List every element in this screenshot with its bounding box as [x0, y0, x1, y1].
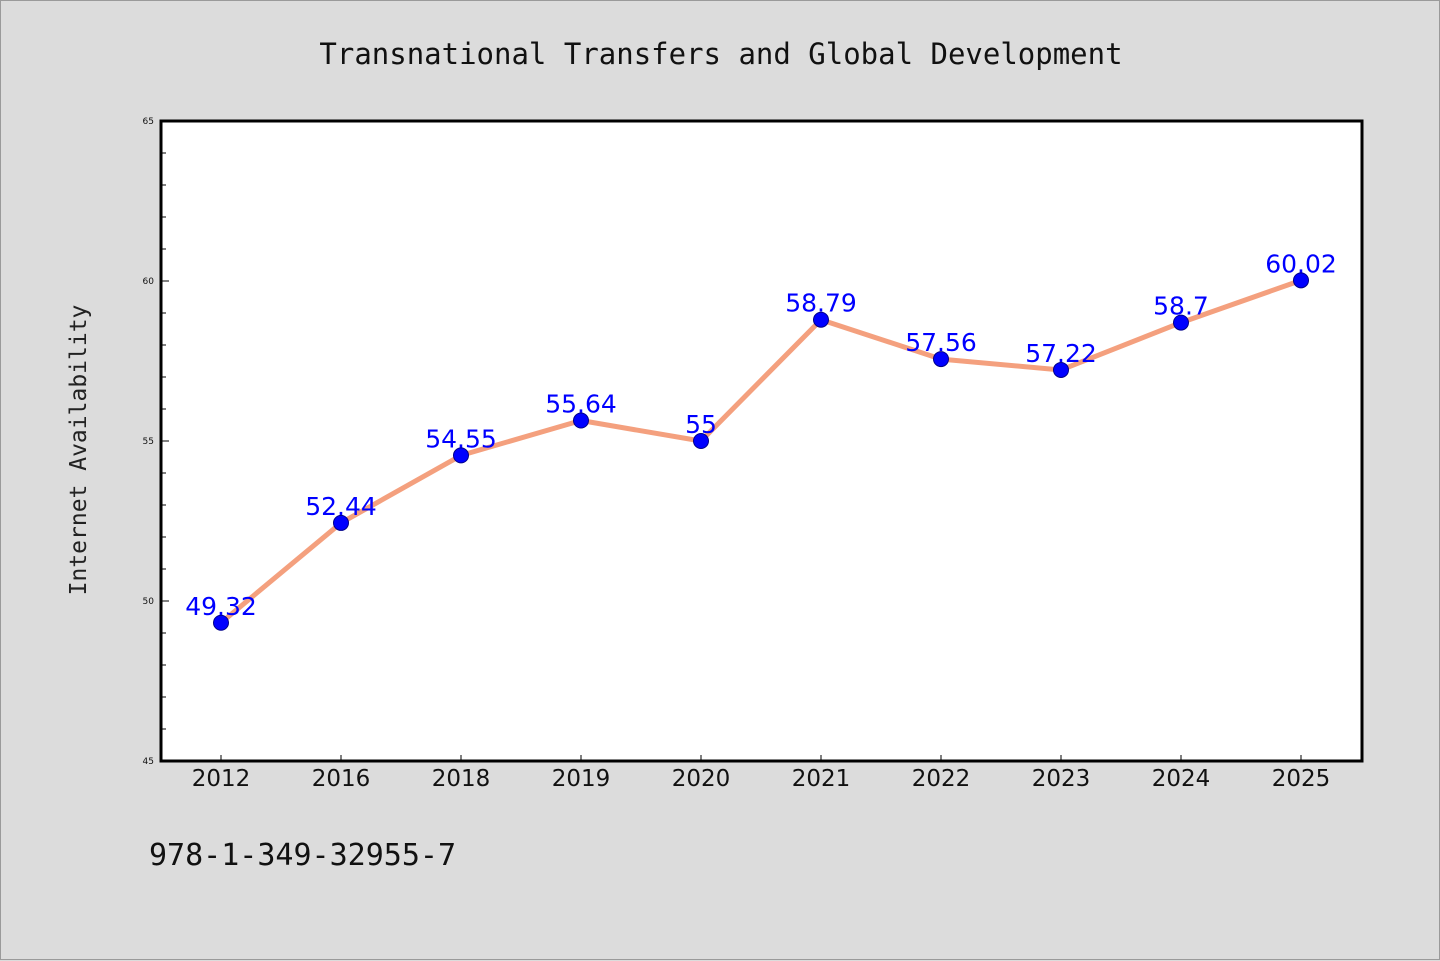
x-tick-label: 2019: [552, 766, 611, 792]
data-point: [213, 614, 229, 631]
x-tick-label: 2022: [912, 766, 971, 792]
data-label: 58.79: [785, 289, 857, 318]
x-tick-label: 2025: [1272, 766, 1331, 792]
data-point: [573, 412, 589, 429]
data-point: [1053, 361, 1069, 378]
chart-title: Transnational Transfers and Global Devel…: [319, 37, 1122, 71]
y-tick-label: 60: [143, 277, 155, 287]
plot-area: [159, 119, 1364, 763]
y-tick-label: 50: [143, 597, 155, 607]
series-group: 49.32 52.44 54.55 55.64 55 58.79 57.56 57.22 58.…: [185, 249, 1337, 631]
x-tick-label: 2021: [792, 766, 851, 792]
y-tick-label: 45: [143, 757, 154, 767]
data-label: 58.7: [1153, 292, 1209, 321]
data-label: 55.64: [545, 390, 617, 419]
y-axis-ticks: 45 50 55 60 65: [143, 117, 169, 767]
x-tick-label: 2016: [312, 766, 371, 792]
x-tick-label: 2024: [1152, 766, 1211, 792]
data-point: [1293, 272, 1309, 289]
data-point: [813, 311, 829, 328]
x-tick-label: 2018: [432, 766, 491, 792]
data-point: [693, 433, 709, 449]
data-label: 57.56: [905, 328, 977, 357]
data-label: 57.22: [1025, 339, 1097, 368]
data-point: [333, 514, 349, 531]
x-tick-label: 2023: [1032, 766, 1091, 792]
data-label: 60.02: [1265, 249, 1337, 278]
data-label: 54.55: [425, 424, 497, 453]
y-tick-label: 55: [143, 437, 154, 447]
data-point: [453, 447, 469, 464]
x-tick-label: 2020: [672, 766, 731, 792]
x-tick-label: 2012: [192, 766, 251, 792]
data-point: [933, 351, 949, 368]
data-label: 52.44: [305, 492, 377, 521]
x-axis-ticks: 2012 2016 2018 2019 2020 2021 2022 2023 2024 2025: [192, 755, 1331, 792]
data-label: 49.32: [185, 592, 257, 621]
data-label: 55: [685, 410, 717, 439]
y-tick-label: 65: [143, 117, 154, 127]
series-line: [218, 277, 1304, 626]
y-axis-label: Internet Availability: [66, 305, 92, 596]
isbn-annotation: 978-1-349-32955-7: [149, 838, 456, 873]
data-point: [1173, 314, 1189, 331]
